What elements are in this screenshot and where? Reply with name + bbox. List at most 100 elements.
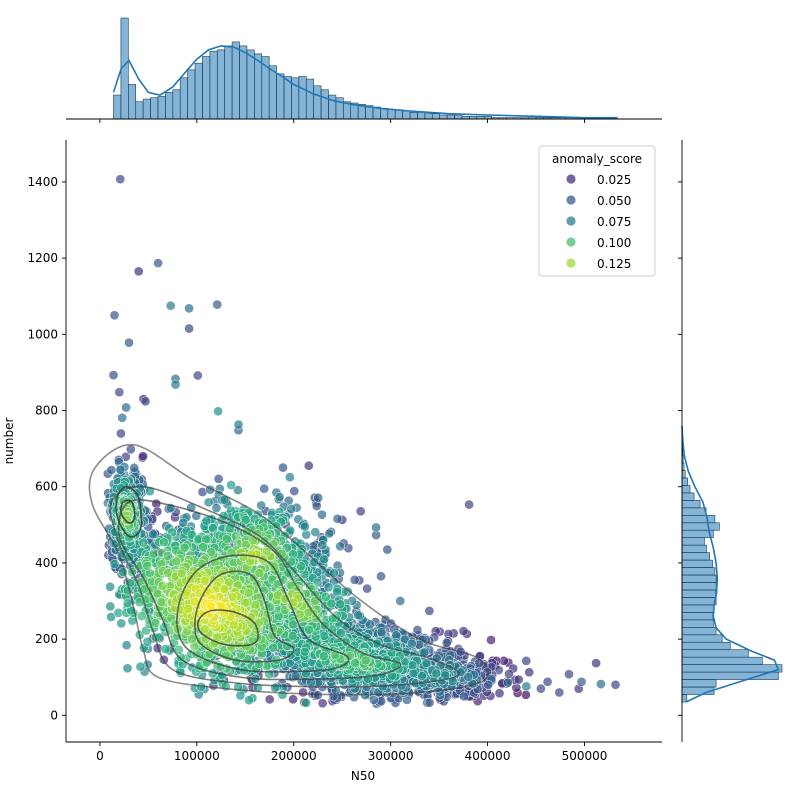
x-tick-label: 500000 xyxy=(562,749,608,763)
y-hist-bar xyxy=(682,650,748,657)
x-hist-bar xyxy=(180,78,187,119)
scatter-point xyxy=(278,690,287,699)
scatter-point xyxy=(123,664,132,673)
scatter-point xyxy=(199,542,208,551)
y-hist-bar xyxy=(682,620,713,627)
scatter-point xyxy=(136,662,145,671)
legend-marker xyxy=(566,216,575,225)
scatter-point xyxy=(459,627,468,636)
x-hist-bar xyxy=(202,57,209,119)
x-hist-bar xyxy=(210,51,217,119)
scatter-point xyxy=(383,545,392,554)
scatter-point xyxy=(161,644,170,653)
legend-label: 0.025 xyxy=(597,173,631,187)
x-hist-bar xyxy=(440,115,447,119)
scatter-point xyxy=(459,692,468,701)
scatter-point xyxy=(236,691,245,700)
scatter-point xyxy=(285,473,294,482)
scatter-point xyxy=(304,461,313,470)
y-hist-bar xyxy=(682,665,782,672)
legend-marker xyxy=(566,237,575,246)
scatter-point xyxy=(139,538,148,547)
y-hist-bar xyxy=(682,642,730,649)
x-hist-bar xyxy=(188,70,195,119)
y-axis-label: number xyxy=(2,418,16,465)
x-marginal-histogram xyxy=(66,18,662,123)
scatter-point xyxy=(372,523,381,532)
scatter-point xyxy=(503,678,512,687)
x-hist-bar xyxy=(388,110,395,119)
legend-title: anomaly_score xyxy=(552,152,642,166)
scatter-point xyxy=(122,641,131,650)
scatter-point xyxy=(212,504,221,513)
x-axis-label: N50 xyxy=(351,769,375,783)
x-hist-bar xyxy=(380,108,387,119)
scatter-point xyxy=(522,682,531,691)
y-tick-label: 600 xyxy=(35,480,58,494)
legend-marker xyxy=(566,258,575,267)
scatter-point xyxy=(116,465,125,474)
scatter-point xyxy=(300,522,309,531)
scatter-point xyxy=(324,583,333,592)
scatter-point xyxy=(141,397,150,406)
scatter-point xyxy=(166,301,175,310)
scatter-point xyxy=(110,559,119,568)
x-hist-bar xyxy=(240,46,247,119)
scatter-point xyxy=(312,501,321,510)
x-hist-bar xyxy=(232,42,239,119)
scatter-point xyxy=(521,690,530,699)
scatter-point xyxy=(193,371,202,380)
scatter-point xyxy=(596,680,605,689)
scatter-point xyxy=(425,698,434,707)
scatter-point xyxy=(241,515,250,524)
y-hist-bar xyxy=(682,568,715,575)
x-hist-bar xyxy=(128,84,135,119)
scatter-point xyxy=(495,689,504,698)
y-hist-bar xyxy=(682,523,719,530)
scatter-point xyxy=(311,528,320,537)
x-tick-label: 400000 xyxy=(465,749,511,763)
x-hist-bar xyxy=(113,95,120,119)
y-tick-label: 400 xyxy=(35,556,58,570)
scatter-point xyxy=(116,429,125,438)
y-hist-bar xyxy=(682,612,713,619)
scatter-point xyxy=(442,638,451,647)
scatter-point xyxy=(227,480,236,489)
x-hist-bar xyxy=(277,74,284,119)
x-hist-bar xyxy=(299,76,306,119)
x-hist-bar xyxy=(217,50,224,119)
y-tick-label: 0 xyxy=(50,708,58,722)
y-tick-label: 1200 xyxy=(27,251,58,265)
scatter-point xyxy=(172,557,181,566)
scatter-point xyxy=(319,631,328,640)
scatter-point xyxy=(143,637,152,646)
scatter-point xyxy=(247,550,256,559)
scatter-point xyxy=(184,604,193,613)
legend-label: 0.100 xyxy=(597,236,631,250)
scatter-point xyxy=(396,596,405,605)
x-tick-label: 200000 xyxy=(271,749,317,763)
scatter-point xyxy=(611,680,620,689)
scatter-point xyxy=(257,501,266,510)
y-hist-bar xyxy=(682,680,716,687)
scatter-point xyxy=(314,493,323,502)
scatter-point xyxy=(180,543,189,552)
scatter-point xyxy=(536,684,545,693)
scatter-point xyxy=(290,487,299,496)
scatter-point xyxy=(271,683,280,692)
x-hist-bar xyxy=(306,79,313,119)
x-hist-bar xyxy=(425,114,432,119)
scatter-point xyxy=(149,549,158,558)
scatter-point xyxy=(139,452,148,461)
scatter-point xyxy=(106,582,115,591)
scatter-point xyxy=(106,602,115,611)
scatter-point xyxy=(363,584,372,593)
x-hist-bar xyxy=(143,99,150,119)
y-tick-label: 1000 xyxy=(27,327,58,341)
scatter-point xyxy=(278,463,287,472)
scatter-point xyxy=(134,267,143,276)
legend-label: 0.050 xyxy=(597,194,631,208)
x-hist-bar xyxy=(314,86,321,119)
